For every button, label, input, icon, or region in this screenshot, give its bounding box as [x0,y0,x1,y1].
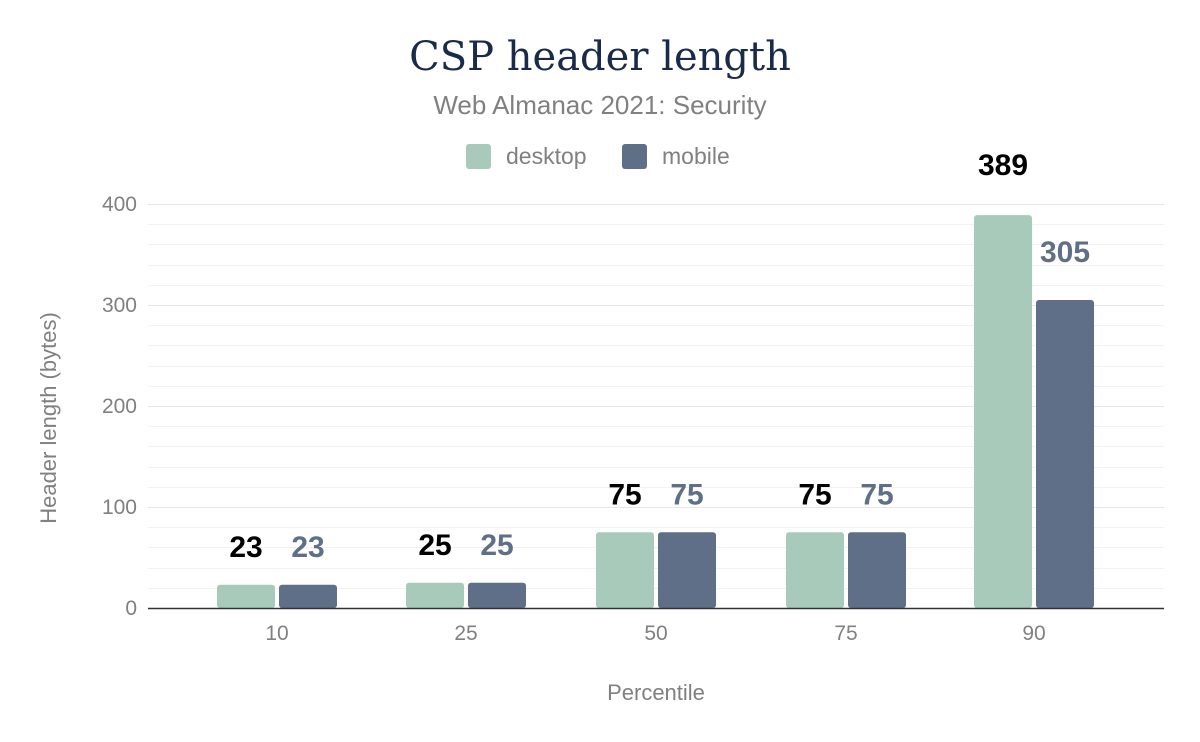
bars [217,215,1094,609]
bar-mobile [658,532,716,608]
bar-desktop [406,582,464,608]
y-tick-label: 400 [102,193,137,216]
bar-mobile [468,582,526,608]
x-axis-title: Percentile [607,680,705,705]
bar-desktop [974,215,1032,609]
y-axis-ticks: 0 100 200 300 400 [102,193,137,620]
legend-label-mobile: mobile [662,143,730,169]
y-tick-label: 100 [102,496,137,519]
bar-mobile [1036,299,1094,608]
data-label-mobile: 23 [291,531,324,564]
data-label-desktop: 389 [978,149,1028,182]
legend: desktop mobile [466,143,730,169]
y-tick-label: 300 [102,294,137,317]
data-label-desktop: 75 [608,478,641,511]
data-label-desktop: 75 [798,478,831,511]
x-tick-label: 25 [454,622,477,645]
bar-desktop [217,584,275,608]
legend-swatch-mobile [622,144,647,169]
bar-desktop [596,532,654,608]
bar-mobile [279,584,337,608]
chart-title: CSP header length [409,34,791,80]
x-tick-label: 75 [834,622,857,645]
x-tick-label: 90 [1022,622,1045,645]
x-axis-ticks: 10 25 50 75 90 [265,622,1045,645]
data-label-mobile: 25 [480,529,513,562]
data-label-mobile: 75 [670,478,703,511]
data-label-desktop: 23 [229,531,262,564]
bar-mobile [848,532,906,608]
data-label-mobile: 75 [860,478,893,511]
data-labels: 23 25 75 75 389 23 25 75 75 305 [229,149,1090,564]
bar-desktop [786,532,844,608]
legend-label-desktop: desktop [506,143,587,169]
data-label-desktop: 25 [418,529,451,562]
data-label-mobile: 305 [1040,236,1090,269]
chart-subtitle: Web Almanac 2021: Security [433,90,766,120]
x-tick-label: 50 [644,622,667,645]
x-tick-label: 10 [265,622,288,645]
y-tick-label: 200 [102,395,137,418]
y-tick-label: 0 [125,597,137,620]
legend-swatch-desktop [466,144,491,169]
y-axis-title: Header length (bytes) [36,312,61,524]
